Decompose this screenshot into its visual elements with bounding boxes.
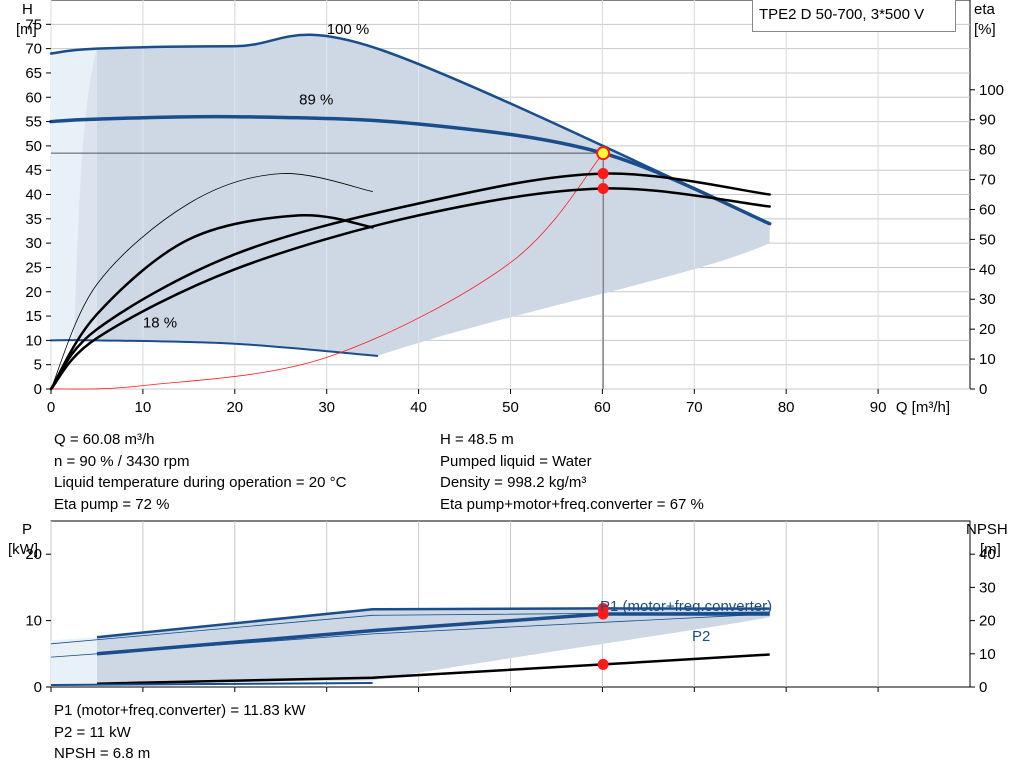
- q-tick-label: 80: [778, 399, 795, 416]
- power-area-low-flow: [51, 637, 97, 684]
- info-liquid-temp: Liquid temperature during operation = 20…: [54, 474, 347, 491]
- curve-p2-thin: [50, 613, 770, 658]
- h-tick-label: 30: [25, 235, 42, 252]
- q-tick-label: 60: [594, 399, 611, 416]
- h-tick-label: 25: [25, 259, 42, 276]
- curve-89: [49, 114, 772, 226]
- h-tick-label: 40: [25, 187, 42, 204]
- h-tick-label: 15: [25, 308, 42, 325]
- info-npsh: NPSH = 6.8 m: [54, 745, 151, 762]
- info-p2: P2 = 11 kW: [54, 723, 131, 741]
- info-pumped-liquid: Pumped liquid = Water: [440, 452, 592, 470]
- q-tick-label: 10: [135, 399, 152, 416]
- info-p1: P1 (motor+freq.converter) = 11.83 kW: [54, 702, 306, 719]
- p-tick-label: 0: [34, 679, 42, 696]
- info-eta-total: Eta pump+motor+freq.converter = 67 %: [440, 495, 704, 513]
- h-tick-label: 50: [25, 138, 42, 155]
- q-tick-label: 70: [686, 399, 703, 416]
- eta-tick-label: 60: [979, 201, 996, 218]
- h-tick-label: 70: [25, 41, 42, 58]
- eta-axis-label: eta: [974, 1, 996, 18]
- curve-P2: [96, 612, 770, 656]
- p-tick-label: 10: [25, 613, 42, 630]
- eta-tick-label: 30: [979, 291, 996, 308]
- npsh-axis-unit: [m]: [980, 541, 1001, 558]
- h-tick-label: 75: [25, 16, 42, 33]
- p2-point: [597, 608, 609, 620]
- curve-series-4: [50, 173, 373, 390]
- chart-title: TPE2 D 50-700, 3*500 V: [752, 0, 956, 32]
- curve-p1-thin: [50, 611, 770, 645]
- h-tick-label: 10: [25, 332, 42, 349]
- q-axis-label: Q [m³/h]: [896, 399, 950, 416]
- p-tick-label: 20: [25, 546, 42, 563]
- npsh-point: [597, 658, 609, 670]
- eta-tick-label: 0: [979, 381, 987, 398]
- curve-p-min: [50, 682, 373, 686]
- eta-pump-point: [597, 168, 609, 180]
- label-89-percent: 89 %: [299, 92, 333, 109]
- info-top-left: Q = 60.08 m³/h n = 90 % / 3430 rpm Liqui…: [54, 429, 346, 515]
- h-tick-label: 35: [25, 211, 42, 228]
- q-tick-label: 90: [870, 399, 887, 416]
- label-p1: P1 (motor+freq.converter): [600, 598, 772, 615]
- operating-area: [96, 34, 770, 356]
- eta-axis-unit: [%]: [974, 21, 996, 38]
- curve-series-5: [49, 213, 374, 391]
- q-tick-label: 40: [410, 399, 427, 416]
- eta-tick-label: 10: [979, 351, 996, 368]
- eta-tick-label: 50: [979, 231, 996, 248]
- eta-tick-label: 20: [979, 321, 996, 338]
- operating-area-edge: [73, 48, 97, 341]
- h-axis-label: H: [22, 1, 33, 18]
- eta-total-point: [597, 183, 609, 195]
- npsh-axis-label: NPSH: [966, 521, 1008, 538]
- npsh-tick-label: 30: [979, 579, 996, 596]
- label-18-percent: 18 %: [143, 315, 177, 332]
- info-eta-pump: Eta pump = 72 %: [54, 495, 170, 513]
- curve-series-3: [50, 152, 604, 390]
- eta-tick-label: 90: [979, 112, 996, 129]
- info-flow: Q = 60.08 m³/h: [54, 431, 155, 448]
- curve-P1motorfreqconverter: [96, 607, 770, 639]
- h-tick-label: 45: [25, 162, 42, 179]
- curve-series-7: [49, 187, 771, 391]
- eta-tick-label: 70: [979, 172, 996, 189]
- eta-tick-label: 100: [979, 82, 1004, 99]
- info-top-right: H = 48.5 m Pumped liquid = Water Density…: [440, 429, 704, 515]
- h-tick-label: 5: [34, 357, 42, 374]
- q-tick-label: 30: [318, 399, 335, 416]
- curve-100: [49, 33, 771, 225]
- npsh-tick-label: 10: [979, 646, 996, 663]
- duty-point: [596, 146, 611, 161]
- info-speed: n = 90 % / 3430 rpm: [54, 452, 190, 470]
- q-tick-label: 0: [47, 399, 55, 416]
- h-tick-label: 60: [25, 89, 42, 106]
- h-tick-label: 65: [25, 65, 42, 82]
- p-axis-unit: [kW]: [8, 541, 38, 558]
- h-tick-label: 0: [34, 381, 42, 398]
- curve-18: [50, 339, 379, 357]
- eta-tick-label: 80: [979, 142, 996, 159]
- h-axis-unit: [m]: [16, 21, 37, 38]
- info-density: Density = 998.2 kg/m³: [440, 474, 587, 491]
- q-tick-label: 20: [226, 399, 243, 416]
- h-tick-label: 55: [25, 114, 42, 131]
- npsh-tick-label: 0: [979, 679, 987, 696]
- h-tick-label: 20: [25, 284, 42, 301]
- npsh-tick-label: 40: [979, 546, 996, 563]
- label-100-percent: 100 %: [327, 21, 370, 38]
- q-tick-label: 50: [502, 399, 519, 416]
- info-head: H = 48.5 m: [440, 431, 514, 448]
- label-p2: P2: [692, 628, 710, 645]
- info-bottom: P1 (motor+freq.converter) = 11.83 kW P2 …: [54, 700, 306, 765]
- curve-series-6: [49, 172, 771, 391]
- npsh-tick-label: 20: [979, 613, 996, 630]
- curve-NPSH: [96, 653, 770, 685]
- power-area: [96, 608, 770, 684]
- eta-tick-label: 40: [979, 261, 996, 278]
- p-axis-label: P: [22, 521, 32, 538]
